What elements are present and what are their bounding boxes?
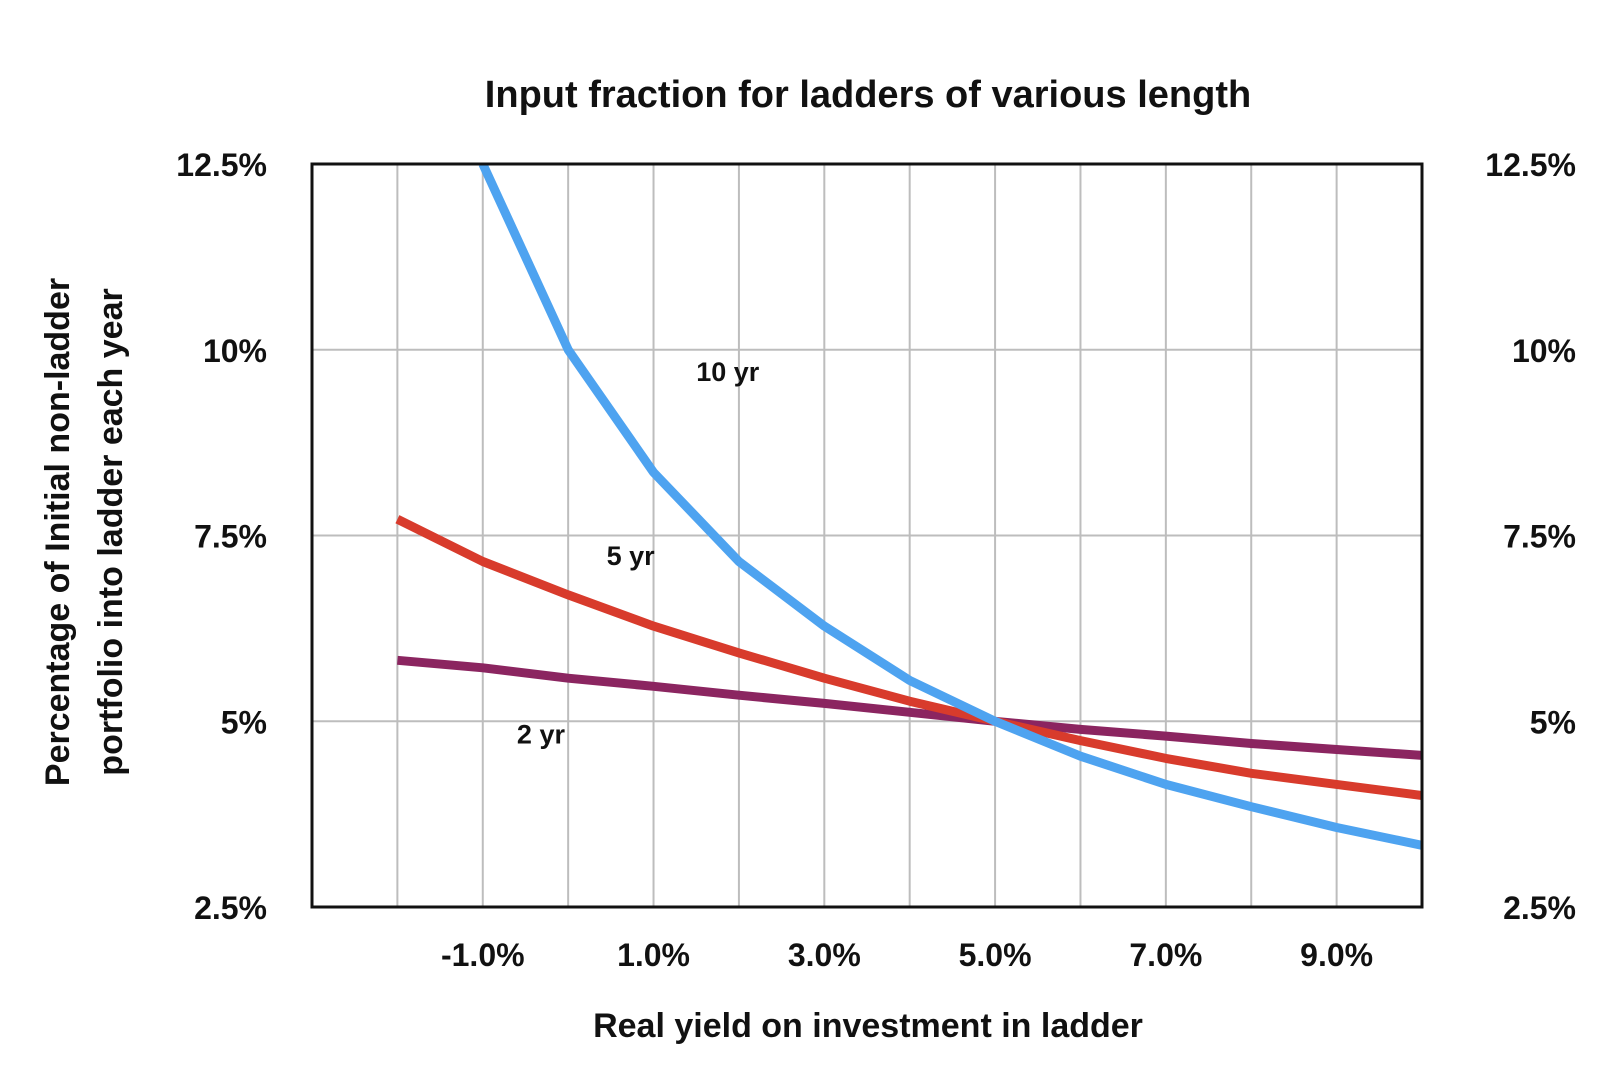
x-axis-label: Real yield on investment in ladder: [593, 1007, 1143, 1045]
chart-title: Input fraction for ladders of various le…: [485, 74, 1251, 116]
y-tick-label-left-2: 7.5%: [194, 519, 267, 555]
grid: [312, 163, 1422, 908]
series-lines: [395, 164, 1422, 850]
y-tick-label-left-0: 2.5%: [194, 890, 267, 926]
y-tick-label-left-1: 5%: [221, 704, 267, 740]
series-labels: 2 yr 5 yr 10 yr: [517, 357, 760, 750]
y-tick-label-right-2: 7.5%: [1503, 519, 1576, 555]
series-label-10-yr: 10 yr: [696, 357, 760, 387]
y-tick-label-right-3: 10%: [1512, 333, 1576, 369]
x-tick-label-1: 1.0%: [617, 937, 690, 973]
x-tick-label-5: 9.0%: [1300, 937, 1373, 973]
y-tick-label-right-1: 5%: [1530, 704, 1576, 740]
y-tick-label-left-4: 12.5%: [176, 147, 267, 183]
y-tick-label-right-4: 12.5%: [1485, 147, 1576, 183]
series-label-5-yr: 5 yr: [607, 541, 656, 571]
plot-frame: [310, 162, 1424, 909]
tick-labels: -1.0% 1.0% 3.0% 5.0% 7.0% 9.0% 2.5% 2.5% 5% 5% 7.5…: [176, 147, 1576, 973]
y-axis-label: Percentage of Initial non-ladder portfol…: [39, 278, 130, 786]
series-line-10-yr: [478, 164, 1422, 850]
y-tick-label-left-3: 10%: [203, 333, 267, 369]
y-tick-label-right-0: 2.5%: [1503, 890, 1576, 926]
x-tick-label-3: 5.0%: [959, 937, 1032, 973]
series-line-5-yr: [395, 515, 1422, 800]
x-tick-label-2: 3.0%: [788, 937, 861, 973]
x-tick-label-4: 7.0%: [1129, 937, 1202, 973]
series-line-2-yr: [397, 655, 1422, 760]
series-label-2-yr: 2 yr: [517, 720, 566, 750]
x-tick-label-0: -1.0%: [441, 937, 525, 973]
y-axis-label-line-1: Percentage of Initial non-ladder: [39, 278, 77, 786]
y-axis-label-line-2: portfolio into ladder each year: [92, 288, 130, 775]
